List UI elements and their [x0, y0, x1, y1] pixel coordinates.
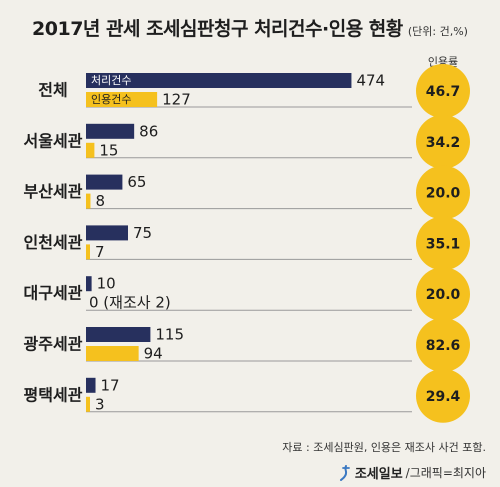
processed-value-label: 75 — [133, 224, 152, 242]
processed-value-label: 86 — [139, 122, 158, 140]
category-label: 평택세관 — [24, 385, 83, 404]
rate-circle — [416, 114, 470, 169]
rate-value-label: 34.2 — [426, 135, 461, 151]
rate-circle — [416, 267, 470, 322]
rate-value-label: 20.0 — [426, 287, 461, 303]
category-label: 인천세관 — [24, 233, 83, 252]
series-label-accepted: 인용건수 — [91, 93, 131, 106]
rate-value-label: 29.4 — [426, 389, 461, 405]
processed-value-label: 115 — [155, 326, 184, 344]
accepted-value-label: 8 — [95, 192, 105, 210]
brand-name: 조세일보 — [354, 467, 403, 482]
accepted-bar — [86, 244, 90, 260]
rate-value-label: 20.0 — [426, 186, 461, 202]
accepted-value-label: 3 — [95, 395, 105, 413]
processed-bar — [86, 174, 123, 190]
accepted-value-label: 127 — [162, 91, 191, 109]
accepted-value-label: 15 — [99, 141, 118, 159]
title-text: 2017년 관세 조세심판청구 처리건수·인용 현황 — [32, 18, 403, 40]
rate-circle — [416, 368, 470, 423]
brand-logo-icon — [339, 464, 350, 481]
category-label: 전체 — [38, 81, 67, 100]
source-note: 자료 : 조세심판원, 인용은 재조사 사건 포함. — [282, 441, 486, 454]
graphic-credit: /그래픽=최지아 — [405, 466, 486, 480]
rate-value-label: 35.1 — [426, 236, 461, 252]
accepted-bar — [86, 193, 91, 209]
category-label: 광주세관 — [24, 335, 83, 354]
accepted-bar — [86, 396, 90, 412]
accepted-value-label: 0 (재조사 2) — [89, 294, 171, 312]
accepted-value-label: 7 — [95, 243, 105, 261]
rate-circle — [416, 318, 470, 372]
processed-value-label: 474 — [356, 72, 385, 90]
category-label: 부산세관 — [24, 182, 83, 201]
category-label: 대구세관 — [24, 284, 83, 303]
processed-value-label: 10 — [97, 275, 116, 293]
series-label-processed: 처리건수 — [91, 74, 131, 87]
rate-circle — [416, 216, 470, 271]
processed-bar — [86, 73, 352, 88]
processed-value-label: 65 — [127, 173, 146, 191]
brand-credit: 조세일보 /그래픽=최지아 — [338, 463, 486, 482]
accepted-bar — [86, 142, 95, 158]
accepted-bar — [86, 92, 158, 107]
processed-bar — [86, 377, 96, 393]
processed-bar — [86, 276, 92, 292]
rate-value-label: 82.6 — [426, 338, 461, 354]
unit-label: (단위: 건,%) — [407, 25, 468, 38]
processed-value-label: 17 — [101, 376, 120, 394]
processed-bar — [86, 225, 128, 241]
processed-bar — [86, 327, 151, 342]
processed-bar — [86, 123, 135, 139]
chart-title: 2017년 관세 조세심판청구 처리건수·인용 현황 (단위: 건,%) — [0, 14, 500, 41]
rate-circle — [416, 64, 470, 118]
category-label: 서울세관 — [24, 131, 83, 150]
rate-value-label: 46.7 — [426, 84, 461, 100]
rate-circle — [416, 165, 470, 220]
accepted-value-label: 94 — [144, 345, 163, 363]
accepted-bar — [86, 346, 139, 361]
